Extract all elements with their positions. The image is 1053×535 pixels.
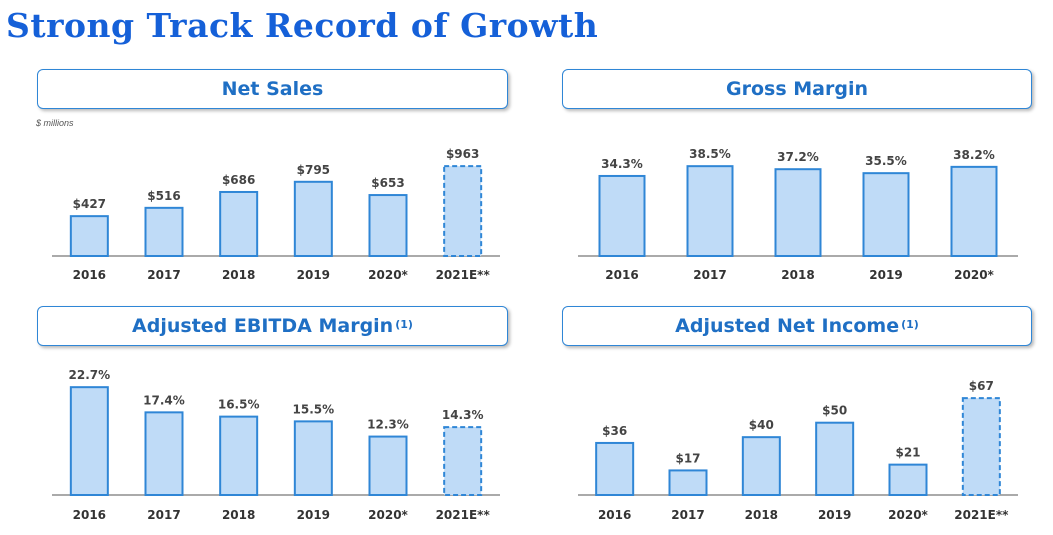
net-income-bar-2021E** [961, 397, 1001, 496]
net-income-tick-label: 2021E** [954, 508, 1009, 522]
net-income-bar-2019 [815, 421, 855, 496]
net-income-bar-2018 [741, 436, 781, 497]
net-sales-data-label: $516 [147, 189, 180, 203]
gross-margin-bar-2017 [686, 165, 734, 258]
gross-margin-bar-2018 [774, 168, 822, 257]
ebitda-margin-data-label: 14.3% [442, 408, 484, 422]
net-income-data-label: $21 [895, 446, 920, 460]
gross-margin-tick-label: 2019 [869, 268, 902, 282]
gross-margin-header: Gross Margin [562, 69, 1032, 109]
gross-margin-tick-label: 2020* [954, 268, 994, 282]
net-income-tick-label: 2019 [818, 508, 851, 522]
ebitda-footnote-marker: (1) [395, 317, 413, 331]
gross-margin-tick-label: 2018 [781, 268, 814, 282]
net-income-data-label: $40 [749, 418, 774, 432]
net-income-tick-label: 2018 [745, 508, 778, 522]
units-note: $ millions [36, 118, 74, 128]
net-sales-tick-label: 2016 [73, 268, 106, 282]
ebitda-margin-tick-label: 2018 [222, 508, 255, 522]
ebitda-margin-data-label: 15.5% [293, 402, 335, 416]
gross-margin-tick-label: 2017 [693, 268, 726, 282]
gross-margin-title: Gross Margin [726, 78, 868, 100]
net-sales-title: Net Sales [221, 78, 324, 100]
ebitda-margin-bar-2021E** [443, 426, 483, 497]
net-sales-bar-2019 [293, 180, 333, 257]
net-income-bar-2016 [595, 441, 635, 497]
net-income-data-label: $17 [675, 451, 700, 465]
net-income-data-label: $50 [822, 404, 847, 418]
ebitda-margin-bar-2020* [368, 435, 408, 497]
ebitda-margin-title: Adjusted EBITDA Margin [132, 315, 394, 337]
net-sales-data-label: $795 [297, 163, 330, 177]
gross-margin-bar-2020* [950, 165, 998, 257]
ebitda-margin-chart: 22.7% 2016 17.4% 2017 16.5% 2018 15.5% 2019 12.3… [52, 368, 500, 522]
ebitda-margin-bar-2017 [144, 411, 184, 497]
net-sales-bar-2016 [69, 215, 109, 257]
net-sales-data-label: $963 [446, 147, 479, 161]
ebitda-margin-bar-2018 [219, 415, 259, 496]
net-income-data-label: $36 [602, 424, 627, 438]
ebitda-margin-tick-label: 2021E** [436, 508, 491, 522]
net-income-header: Adjusted Net Income (1) [562, 306, 1032, 346]
net-sales-bar-2018 [219, 190, 259, 257]
ebitda-margin-header: Adjusted EBITDA Margin (1) [37, 306, 508, 346]
net-sales-tick-label: 2021E** [436, 268, 491, 282]
net-sales-chart: $427 2016 $516 2017 $686 2018 $795 2019 $653 2020… [52, 147, 500, 282]
gross-margin-chart: 34.3% 2016 38.5% 2017 37.2% 2018 35.5% 2019 38.2… [578, 147, 1018, 282]
gross-margin-data-label: 34.3% [601, 157, 643, 171]
page-title: Strong Track Record of Growth [6, 6, 599, 45]
ebitda-margin-data-label: 16.5% [218, 398, 260, 412]
net-sales-data-label: $653 [371, 176, 404, 190]
net-sales-tick-label: 2019 [297, 268, 330, 282]
net-income-data-label: $67 [969, 379, 994, 393]
ebitda-margin-bar-2016 [69, 386, 109, 496]
net-income-chart: $36 2016 $17 2017 $40 2018 $50 2019 $21 2020* $67 2… [578, 379, 1018, 522]
net-income-tick-label: 2020* [888, 508, 928, 522]
gross-margin-tick-label: 2016 [605, 268, 638, 282]
net-sales-bar-2020* [368, 194, 408, 257]
net-income-footnote-marker: (1) [901, 317, 919, 331]
ebitda-margin-data-label: 17.4% [143, 393, 185, 407]
net-sales-bar-2017 [144, 206, 184, 257]
net-income-bar-2017 [668, 469, 708, 496]
ebitda-margin-bar-2019 [293, 420, 333, 496]
gross-margin-bar-2019 [862, 172, 910, 258]
ebitda-margin-data-label: 22.7% [69, 368, 111, 382]
gross-margin-data-label: 35.5% [865, 154, 907, 168]
net-sales-tick-label: 2020* [368, 268, 408, 282]
net-sales-header: Net Sales [37, 69, 508, 109]
gross-margin-data-label: 37.2% [777, 150, 819, 164]
net-income-title: Adjusted Net Income [675, 315, 900, 337]
net-sales-tick-label: 2017 [147, 268, 180, 282]
net-sales-data-label: $427 [73, 197, 106, 211]
ebitda-margin-tick-label: 2016 [73, 508, 106, 522]
net-sales-data-label: $686 [222, 173, 255, 187]
net-income-tick-label: 2017 [671, 508, 704, 522]
net-income-tick-label: 2016 [598, 508, 631, 522]
gross-margin-data-label: 38.5% [689, 147, 731, 161]
net-sales-tick-label: 2018 [222, 268, 255, 282]
ebitda-margin-tick-label: 2019 [297, 508, 330, 522]
ebitda-margin-tick-label: 2017 [147, 508, 180, 522]
gross-margin-data-label: 38.2% [953, 148, 995, 162]
net-income-bar-2020* [888, 463, 928, 496]
ebitda-margin-tick-label: 2020* [368, 508, 408, 522]
net-sales-bar-2021E** [443, 165, 483, 257]
gross-margin-bar-2016 [598, 174, 646, 257]
ebitda-margin-data-label: 12.3% [367, 418, 409, 432]
